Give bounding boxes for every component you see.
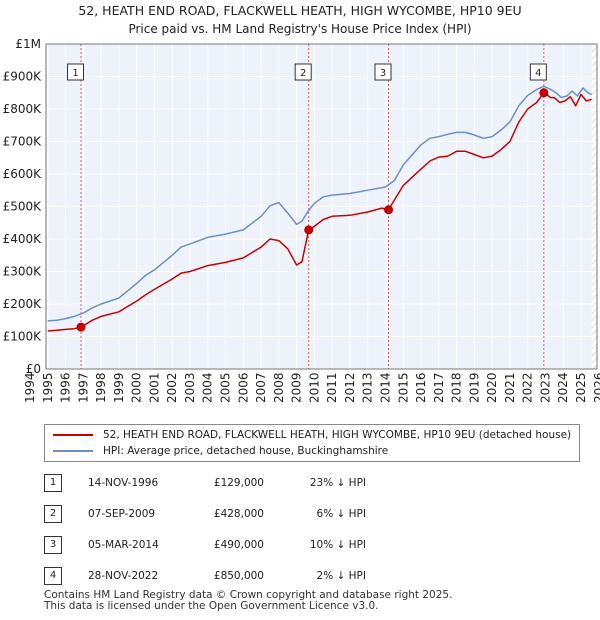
transaction-date: 05-MAR-2014 (88, 539, 159, 551)
sale-marker-box (374, 63, 392, 81)
table-row: 3 05-MAR-2014 £490,000 10% ↓ HPI (44, 536, 464, 554)
legend-label-property: 52, HEATH END ROAD, FLACKWELL HEATH, HIG… (103, 429, 572, 441)
legend-item-property: 52, HEATH END ROAD, FLACKWELL HEATH, HIG… (53, 427, 571, 443)
x-tick-label: 1994 (23, 372, 37, 403)
transaction-price: £850,000 (213, 570, 264, 582)
x-tick-label: 2022 (521, 372, 535, 403)
x-tick-label: 2014 (378, 372, 392, 403)
sale-marker-label: 1 (72, 68, 78, 79)
x-tick-label: 2005 (219, 372, 233, 403)
table-row: 1 14-NOV-1996 £129,000 23% ↓ HPI (44, 474, 464, 492)
sale-marker-label: 2 (300, 68, 306, 79)
y-tick-label: £600K (3, 167, 43, 181)
legend-item-hpi: HPI: Average price, detached house, Buck… (53, 443, 388, 459)
transaction-hpi-diff: 2% ↓ HPI (316, 570, 366, 582)
x-tick-label: 2004 (201, 372, 215, 403)
transaction-price: £428,000 (213, 508, 264, 520)
chart-legend: 52, HEATH END ROAD, FLACKWELL HEATH, HIG… (44, 424, 580, 462)
transaction-hpi-diff: 23% ↓ HPI (309, 477, 366, 489)
plot-area: £0 £100K £200K £300K £400K £500K £600K £700K £80… (3, 37, 600, 403)
y-tick-label: £900K (3, 70, 43, 84)
sale-marker-label: 4 (535, 68, 541, 79)
chart-subtitle: Price paid vs. HM Land Registry's House … (128, 22, 471, 36)
y-tick-label: £300K (3, 265, 43, 279)
y-tick-label: £0 (26, 362, 41, 376)
table-row: 4 28-NOV-2022 £850,000 2% ↓ HPI (44, 567, 464, 585)
x-tick-label: 1999 (112, 372, 126, 403)
x-tick-label: 2002 (165, 372, 179, 403)
transaction-price: £490,000 (213, 539, 264, 551)
y-tick-label: £200K (3, 297, 43, 311)
x-tick-label: 2021 (503, 372, 517, 403)
transaction-hpi-diff: 10% ↓ HPI (309, 539, 366, 551)
table-row: 2 07-SEP-2009 £428,000 6% ↓ HPI (44, 505, 464, 523)
transaction-date: 14-NOV-1996 (88, 477, 159, 489)
footer-attribution: Contains HM Land Registry data © Crown c… (44, 590, 452, 612)
transaction-number-badge: 1 (44, 474, 62, 492)
legend-label-hpi: HPI: Average price, detached house, Buck… (103, 445, 389, 457)
x-tick-label: 1995 (41, 372, 55, 403)
sale-marker-label: 3 (380, 68, 386, 79)
y-tick-label: £800K (3, 102, 43, 116)
x-tick-label: 2008 (272, 372, 286, 403)
x-tick-label: 2025 (574, 372, 588, 403)
x-tick-label: 2016 (414, 372, 428, 403)
x-tick-label: 1998 (94, 372, 108, 403)
sale-marker-box (294, 63, 312, 81)
x-tick-label: 2017 (432, 372, 446, 403)
x-tick-label: 1996 (59, 372, 73, 403)
x-tick-label: 2003 (183, 372, 197, 403)
price-chart: 52, HEATH END ROAD, FLACKWELL HEATH, HIG… (3, 3, 600, 403)
x-tick-label: 2012 (343, 372, 357, 403)
plot-frame (45, 43, 598, 370)
y-tick-label: £1M (15, 37, 41, 51)
sale-marker-box (529, 63, 547, 81)
transaction-number-badge: 3 (44, 536, 62, 554)
x-tick-label: 2020 (485, 372, 499, 403)
transaction-number-badge: 2 (44, 505, 62, 523)
sale-point (76, 322, 86, 332)
x-tick-label: 2018 (450, 372, 464, 403)
legend-swatch-hpi (53, 450, 93, 452)
x-tick-label: 2011 (325, 372, 339, 403)
x-tick-label: 2013 (361, 372, 375, 403)
x-tick-label: 2019 (467, 372, 481, 403)
x-tick-label: 2024 (556, 372, 570, 403)
x-tick-label: 2009 (290, 372, 304, 403)
transaction-price: £129,000 (213, 477, 264, 489)
legend-swatch-property (53, 434, 93, 436)
y-tick-label: £400K (3, 232, 43, 246)
transaction-date: 28-NOV-2022 (88, 570, 159, 582)
sale-point (539, 88, 549, 98)
x-tick-label: 2000 (130, 372, 144, 403)
y-tick-label: £700K (3, 135, 43, 149)
footer-licence: This data is licensed under the Open Gov… (44, 600, 379, 612)
x-tick-label: 2023 (538, 372, 552, 403)
sale-point (384, 205, 394, 215)
sale-marker-box (67, 63, 85, 81)
x-tick-label: 2010 (307, 372, 321, 403)
x-tick-label: 2001 (147, 372, 161, 403)
x-tick-label: 2007 (254, 372, 268, 403)
transaction-number-badge: 4 (44, 567, 62, 585)
x-tick-label: 2026 (592, 372, 600, 403)
x-tick-label: 1997 (76, 372, 90, 403)
transaction-date: 07-SEP-2009 (88, 508, 156, 520)
x-tick-label: 2015 (396, 372, 410, 403)
hpi-line (47, 85, 593, 322)
chart-title: 52, HEATH END ROAD, FLACKWELL HEATH, HIG… (78, 3, 521, 18)
y-tick-label: £100K (3, 330, 43, 344)
footer-copyright: Contains HM Land Registry data © Crown c… (44, 589, 453, 601)
transaction-hpi-diff: 6% ↓ HPI (316, 508, 366, 520)
x-tick-label: 2006 (236, 372, 250, 403)
y-tick-label: £500K (3, 200, 43, 214)
sale-point (304, 225, 314, 235)
